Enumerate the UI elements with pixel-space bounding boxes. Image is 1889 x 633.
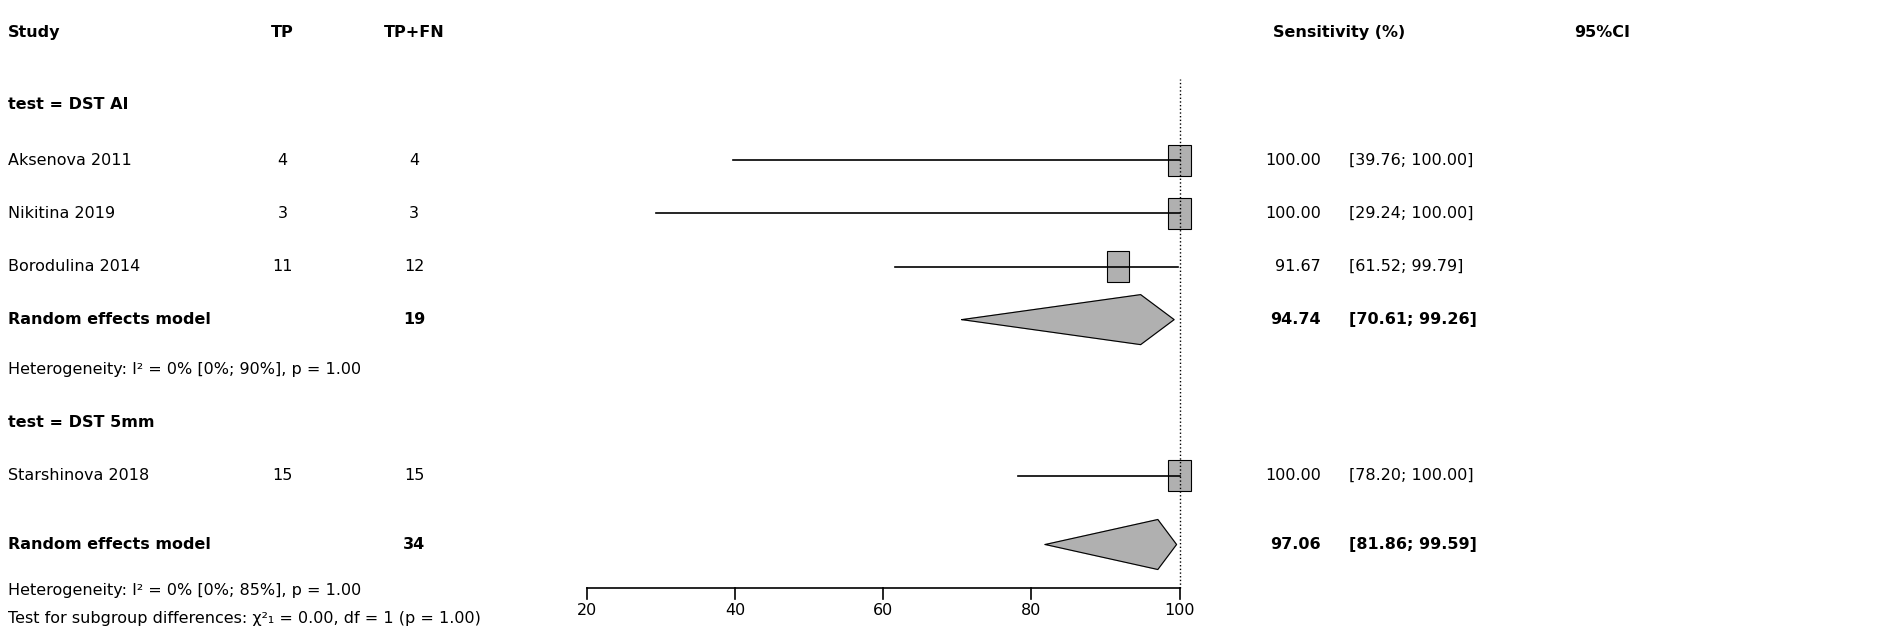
Text: 20: 20	[576, 603, 597, 618]
Text: 97.06: 97.06	[1269, 537, 1320, 552]
Text: [78.20; 100.00]: [78.20; 100.00]	[1349, 468, 1473, 483]
Text: [39.76; 100.00]: [39.76; 100.00]	[1349, 153, 1473, 168]
Text: [61.52; 99.79]: [61.52; 99.79]	[1349, 259, 1464, 274]
Text: 11: 11	[272, 259, 293, 274]
Text: 3: 3	[278, 206, 287, 221]
FancyBboxPatch shape	[1167, 145, 1190, 176]
Text: Starshinova 2018: Starshinova 2018	[8, 468, 149, 483]
FancyBboxPatch shape	[1107, 251, 1130, 282]
Text: Random effects model: Random effects model	[8, 537, 212, 552]
Text: test = DST 5mm: test = DST 5mm	[8, 415, 155, 430]
Text: [29.24; 100.00]: [29.24; 100.00]	[1349, 206, 1473, 221]
Text: TP: TP	[272, 25, 295, 40]
Text: 34: 34	[402, 537, 425, 552]
Text: 12: 12	[404, 259, 425, 274]
Text: Test for subgroup differences: χ²₁ = 0.00, df = 1 (p = 1.00): Test for subgroup differences: χ²₁ = 0.0…	[8, 611, 482, 625]
Text: [70.61; 99.26]: [70.61; 99.26]	[1349, 312, 1477, 327]
Text: 100: 100	[1164, 603, 1196, 618]
Text: 40: 40	[725, 603, 746, 618]
Text: Borodulina 2014: Borodulina 2014	[8, 259, 140, 274]
FancyBboxPatch shape	[1167, 198, 1190, 229]
Text: 15: 15	[404, 468, 425, 483]
Text: Sensitivity (%): Sensitivity (%)	[1273, 25, 1405, 40]
Text: 100.00: 100.00	[1266, 468, 1320, 483]
Text: 91.67: 91.67	[1275, 259, 1320, 274]
Text: Nikitina 2019: Nikitina 2019	[8, 206, 115, 221]
Text: Heterogeneity: I² = 0% [0%; 90%], p = 1.00: Heterogeneity: I² = 0% [0%; 90%], p = 1.…	[8, 362, 361, 377]
Text: 80: 80	[1022, 603, 1041, 618]
Text: 4: 4	[410, 153, 419, 168]
Polygon shape	[962, 294, 1175, 344]
Text: 3: 3	[410, 206, 419, 221]
Text: 19: 19	[402, 312, 425, 327]
Text: 100.00: 100.00	[1266, 153, 1320, 168]
Text: 95%CI: 95%CI	[1575, 25, 1630, 40]
Text: Random effects model: Random effects model	[8, 312, 212, 327]
Text: Heterogeneity: I² = 0% [0%; 85%], p = 1.00: Heterogeneity: I² = 0% [0%; 85%], p = 1.…	[8, 582, 361, 598]
Text: 4: 4	[278, 153, 287, 168]
Text: TP+FN: TP+FN	[383, 25, 444, 40]
Text: 15: 15	[272, 468, 293, 483]
Text: 60: 60	[873, 603, 893, 618]
Text: 100.00: 100.00	[1266, 206, 1320, 221]
Polygon shape	[1045, 520, 1177, 570]
Text: Aksenova 2011: Aksenova 2011	[8, 153, 132, 168]
Text: 94.74: 94.74	[1269, 312, 1320, 327]
Text: Study: Study	[8, 25, 60, 40]
Text: test = DST AI: test = DST AI	[8, 97, 128, 111]
Text: [81.86; 99.59]: [81.86; 99.59]	[1349, 537, 1477, 552]
FancyBboxPatch shape	[1167, 460, 1190, 491]
